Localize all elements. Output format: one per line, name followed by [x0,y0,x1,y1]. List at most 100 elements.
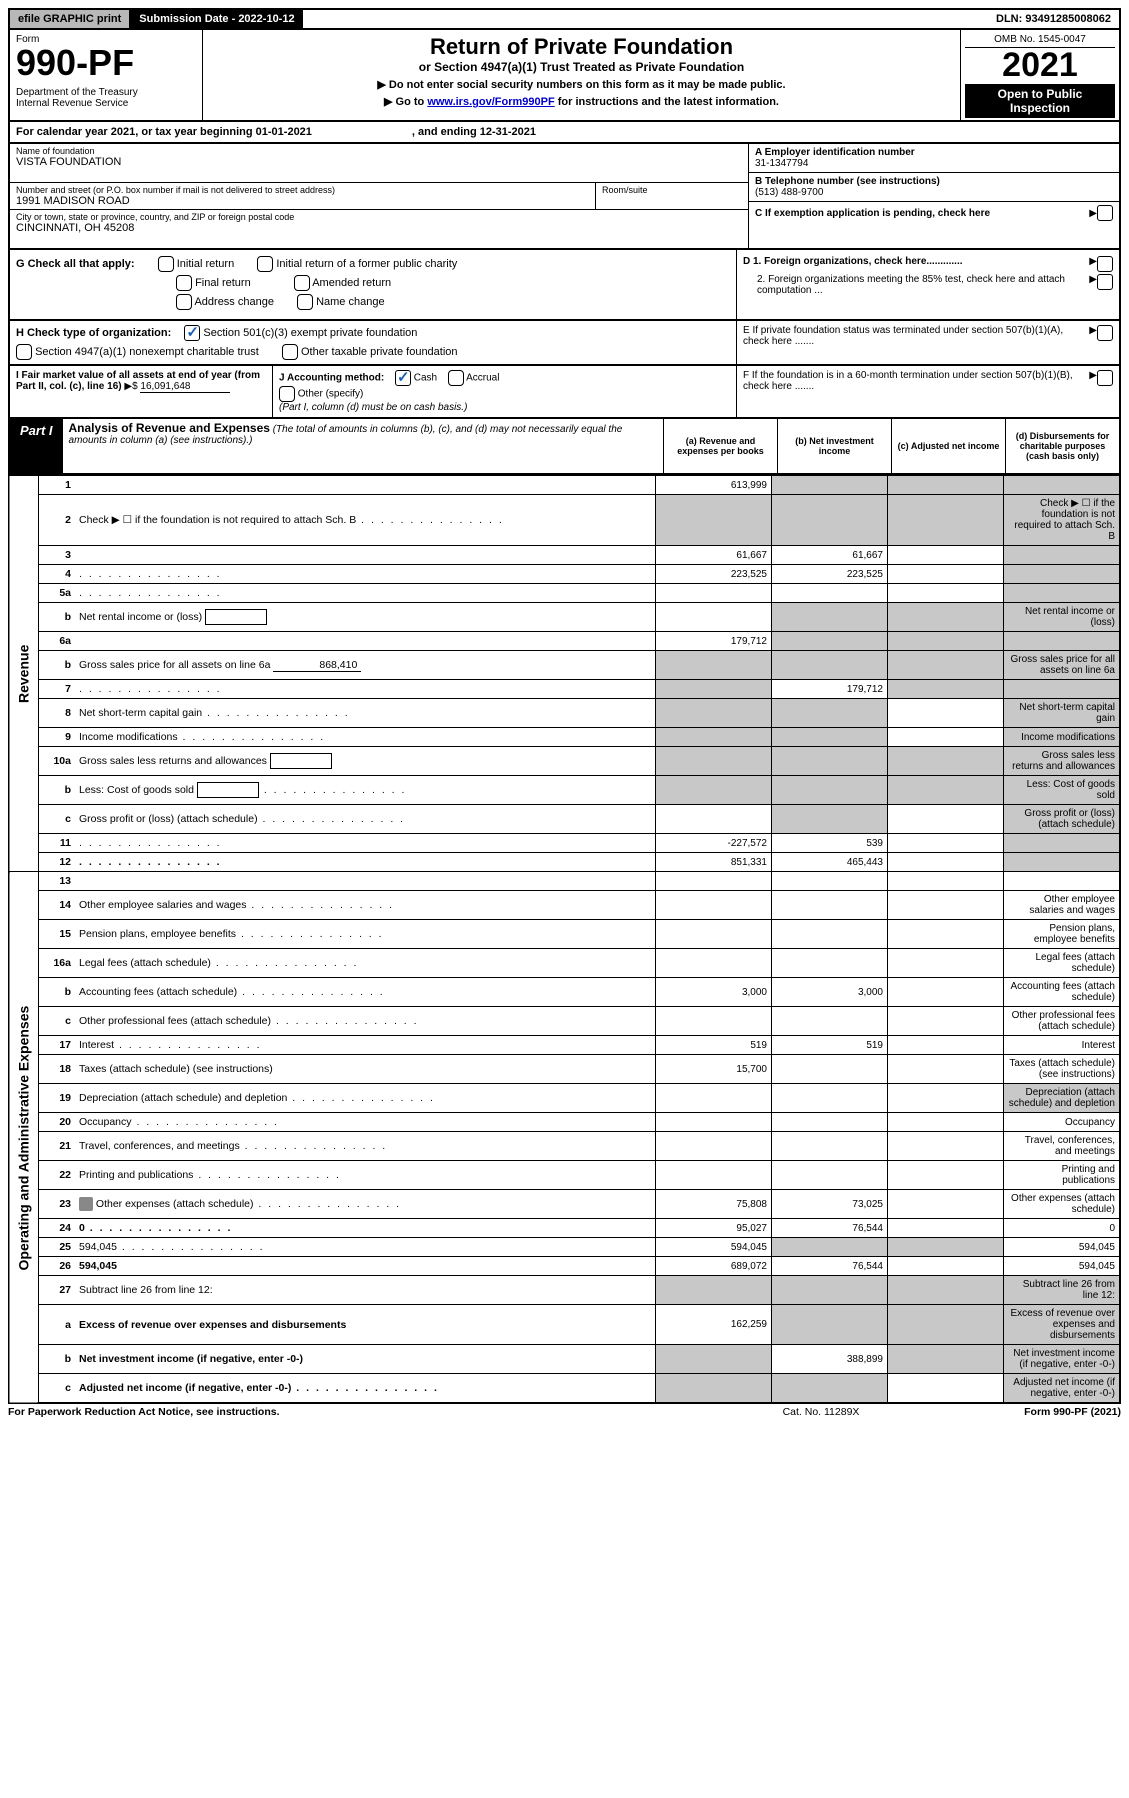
address-change-checkbox[interactable] [176,294,192,310]
instructions-link[interactable]: www.irs.gov/Form990PF [427,96,554,108]
cell-b: 179,712 [772,680,888,699]
calendar-ending: , and ending 12-31-2021 [412,126,536,138]
cell-c [888,1161,1004,1190]
row-number: 12 [39,853,76,872]
cell-a [656,651,772,680]
g-opt-2: Address change [194,296,274,308]
calendar-text: For calendar year 2021, or tax year begi… [16,126,312,138]
cell-a [656,495,772,546]
initial-former-checkbox[interactable] [257,256,273,272]
table-row: 361,66761,667 [9,546,1120,565]
cell-c [888,1055,1004,1084]
cell-a [656,1113,772,1132]
e-checkbox[interactable] [1097,325,1113,341]
cell-a [656,1084,772,1113]
ein-cell: A Employer identification number 31-1347… [749,144,1119,173]
row-number: 23 [39,1190,76,1219]
cell-c [888,1238,1004,1257]
inline-input[interactable] [270,753,332,769]
row-desc: Net investment income (if negative, ente… [75,1345,656,1374]
calendar-year-row: For calendar year 2021, or tax year begi… [8,122,1121,144]
cell-d [1004,853,1121,872]
cell-a [656,747,772,776]
h-501c3-checkbox[interactable] [184,325,200,341]
cell-d: 594,045 [1004,1238,1121,1257]
cell-b [772,651,888,680]
col-a-head: (a) Revenue and expenses per books [664,419,778,473]
j-other-checkbox[interactable] [279,386,295,402]
cell-a: 594,045 [656,1238,772,1257]
row-number: 26 [39,1257,76,1276]
table-row: 15Pension plans, employee benefitsPensio… [9,920,1120,949]
f-checkbox[interactable] [1097,370,1113,386]
cell-d: Subtract line 26 from line 12: [1004,1276,1121,1305]
row-number: b [39,978,76,1007]
table-row: 21Travel, conferences, and meetingsTrave… [9,1132,1120,1161]
row-number: 19 [39,1084,76,1113]
inline-input[interactable] [205,609,267,625]
cell-a [656,1161,772,1190]
row-desc [75,565,656,584]
cell-c [888,1084,1004,1113]
submission-date: Submission Date - 2022-10-12 [131,10,302,28]
table-row: aExcess of revenue over expenses and dis… [9,1305,1120,1345]
cell-c [888,584,1004,603]
arrow-icon: ▶ [1089,274,1097,296]
phone-cell: B Telephone number (see instructions) (5… [749,173,1119,202]
cell-c [888,805,1004,834]
cell-b [772,1276,888,1305]
i-value: 16,091,648 [140,381,230,393]
col-a-label: (a) Revenue and expenses per books [667,436,774,456]
table-row: bLess: Cost of goods sold Less: Cost of … [9,776,1120,805]
row-desc: Other expenses (attach schedule) [75,1190,656,1219]
form-id-block: Form 990-PF Department of the Treasury I… [10,30,203,120]
d2-checkbox[interactable] [1097,274,1113,290]
row-desc: Occupancy [75,1113,656,1132]
table-row: 14Other employee salaries and wagesOther… [9,891,1120,920]
cell-d: Accounting fees (attach schedule) [1004,978,1121,1007]
row-desc: Depreciation (attach schedule) and deple… [75,1084,656,1113]
j-cash-checkbox[interactable] [395,370,411,386]
cell-c [888,747,1004,776]
attachment-icon[interactable] [79,1197,93,1211]
d2-item: 2. Foreign organizations meeting the 85%… [743,274,1113,296]
j-accrual-checkbox[interactable] [448,370,464,386]
cell-a [656,603,772,632]
h-4947-checkbox[interactable] [16,344,32,360]
row-number: 15 [39,920,76,949]
cell-d: Gross profit or (loss) (attach schedule) [1004,805,1121,834]
cell-a [656,680,772,699]
cell-d: Interest [1004,1036,1121,1055]
cell-c [888,1007,1004,1036]
inline-input[interactable] [197,782,259,798]
cell-d [1004,546,1121,565]
cell-b: 76,544 [772,1219,888,1238]
exemption-checkbox[interactable] [1097,205,1113,221]
g-label: G Check all that apply: [16,258,135,270]
row-number: b [39,651,76,680]
h-opt2: Section 4947(a)(1) nonexempt charitable … [35,346,259,358]
cell-c [888,495,1004,546]
row-number: 3 [39,546,76,565]
cell-b [772,699,888,728]
instr2-pre: ▶ Go to [384,96,427,108]
d1-checkbox[interactable] [1097,256,1113,272]
section-g-d: G Check all that apply: Initial return I… [8,250,1121,321]
initial-return-checkbox[interactable] [158,256,174,272]
ein-label: A Employer identification number [755,147,915,158]
h-other-checkbox[interactable] [282,344,298,360]
name-change-checkbox[interactable] [297,294,313,310]
row-number: 9 [39,728,76,747]
foundation-name: VISTA FOUNDATION [16,156,742,168]
row-number: 11 [39,834,76,853]
table-row: cAdjusted net income (if negative, enter… [9,1374,1120,1404]
cell-c [888,834,1004,853]
cell-b [772,1374,888,1404]
cell-c [888,949,1004,978]
cell-d: Other employee salaries and wages [1004,891,1121,920]
amended-return-checkbox[interactable] [294,275,310,291]
cell-a [656,776,772,805]
final-return-checkbox[interactable] [176,275,192,291]
table-row: 27Subtract line 26 from line 12:Subtract… [9,1276,1120,1305]
cell-a [656,1007,772,1036]
